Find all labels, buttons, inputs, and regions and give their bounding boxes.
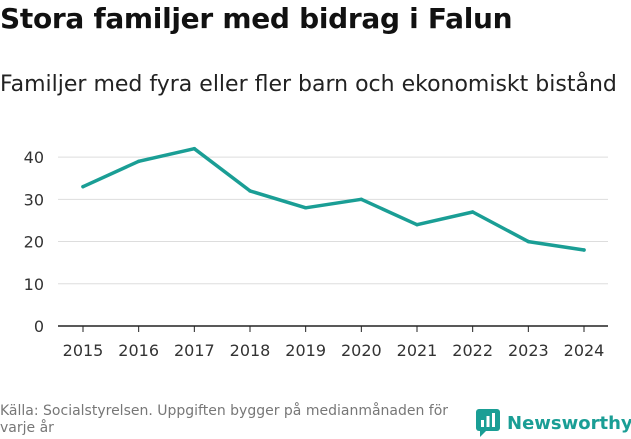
data-point [359, 197, 364, 202]
x-tick-label: 2023 [508, 341, 549, 360]
series-line [81, 146, 586, 252]
x-tick-label: 2020 [341, 341, 382, 360]
grid-lines [58, 156, 608, 285]
chart-title: Stora familjer med bidrag i Falun [0, 2, 513, 35]
data-point [470, 210, 475, 214]
x-tick-labels: 2015 2016 2017 2018 2019 2020 2021 2022 2023 2024 [63, 341, 605, 360]
x-tick-label: 2024 [564, 341, 605, 360]
newsworthy-logo-icon [476, 409, 500, 437]
data-point [192, 146, 197, 151]
y-tick-label: 20 [24, 233, 44, 252]
x-tick-label: 2019 [285, 341, 326, 360]
data-point [248, 189, 252, 193]
newsworthy-wordmark: Newsworthy [507, 412, 631, 434]
newsworthy-logo: Newsworthy [476, 408, 631, 438]
data-point [136, 159, 141, 164]
y-tick-label: 40 [24, 148, 44, 167]
data-point [303, 206, 308, 210]
x-tick-label: 2018 [230, 341, 271, 360]
y-tick-label: 10 [24, 275, 44, 294]
x-tick-label: 2021 [397, 341, 438, 360]
x-tick-label: 2017 [174, 341, 215, 360]
source-note: Källa: Socialstyrelsen. Uppgiften bygger… [0, 403, 449, 436]
data-point [582, 248, 586, 252]
y-tick-label: 0 [34, 317, 44, 336]
chart-subtitle: Familjer med fyra eller fler barn och ek… [0, 72, 617, 97]
x-tick-label: 2022 [452, 341, 493, 360]
data-point [415, 222, 419, 227]
y-tick-label: 30 [24, 190, 44, 209]
x-tick-label: 2016 [118, 341, 159, 360]
data-point [81, 184, 85, 189]
x-axis [58, 325, 608, 332]
data-point [526, 239, 531, 244]
series-layer [81, 146, 586, 252]
y-tick-labels: 0 10 20 30 40 [24, 148, 44, 336]
x-tick-label: 2015 [63, 341, 104, 360]
